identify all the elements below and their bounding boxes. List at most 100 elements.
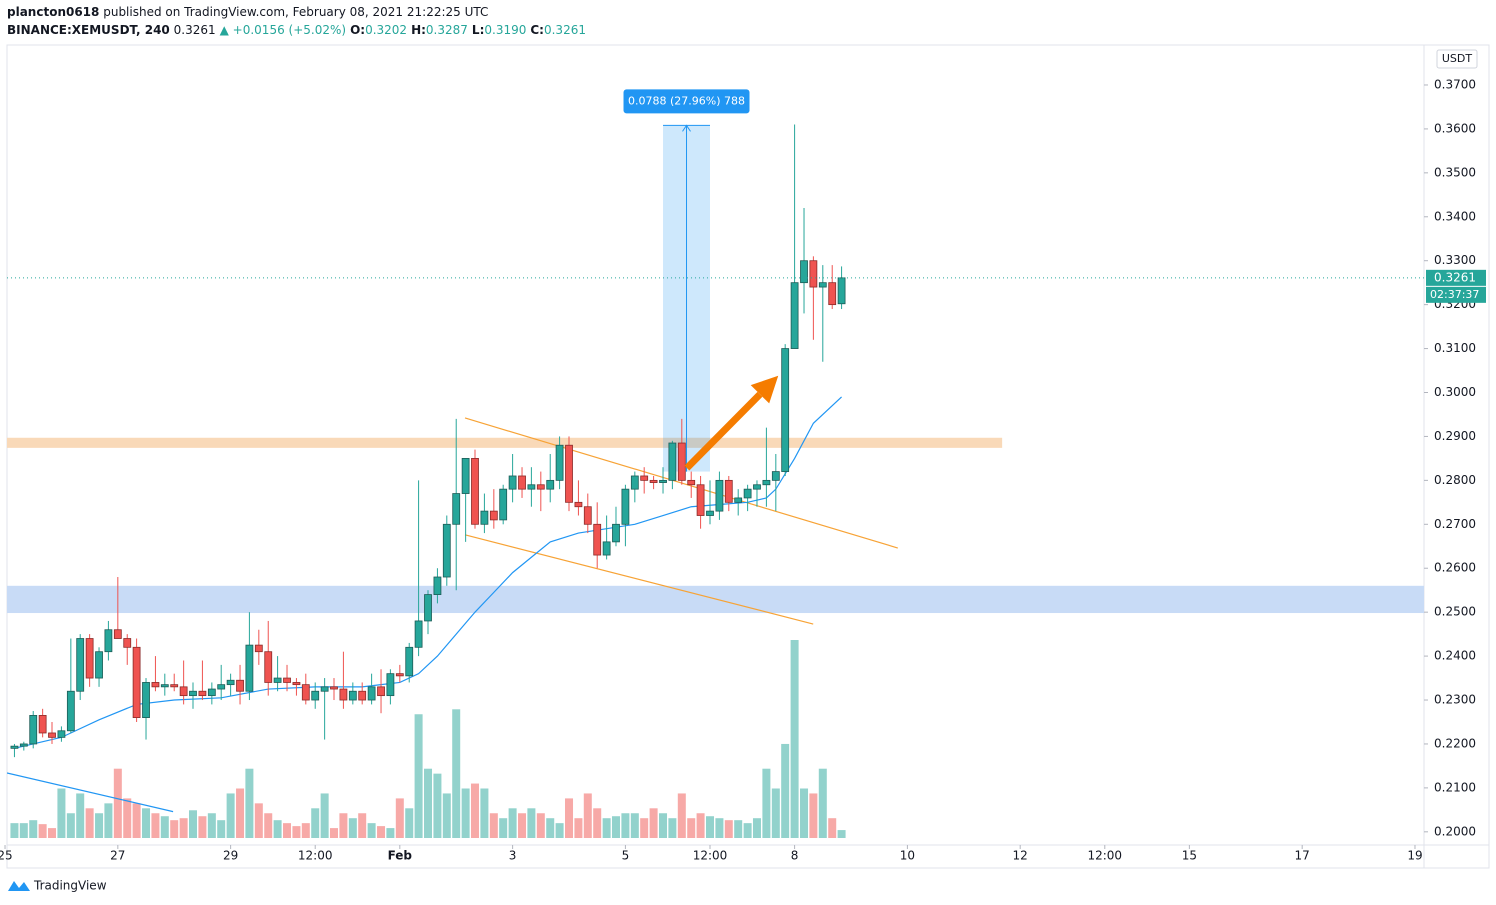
candle-body (790, 282, 799, 349)
volume-bar (160, 816, 169, 838)
y-tick-label: 0.2100 (1434, 780, 1476, 794)
volume-bar (85, 808, 94, 838)
published: published on TradingView.com, February 0… (103, 5, 489, 19)
candle-body (706, 510, 714, 516)
volume-bar (668, 818, 677, 838)
candle-body (518, 475, 526, 490)
volume-bar (790, 640, 799, 838)
volume-bar (358, 813, 367, 838)
volume-bar (339, 813, 348, 838)
x-tick-label: 15 (1182, 849, 1197, 863)
volume-bar (433, 773, 442, 838)
volume-bar (48, 828, 57, 838)
volume-bar (123, 798, 132, 838)
measure-arrowhead (682, 124, 691, 132)
symbol: BINANCE:XEMUSDT, 240 (7, 23, 170, 37)
candle-body (358, 690, 367, 701)
x-tick-label: 19 (1407, 849, 1422, 863)
x-tick-label: 12:00 (1087, 849, 1122, 863)
volume-bar (226, 793, 235, 838)
volume-bar (621, 813, 630, 838)
plot: 0.0788 (27.96%) 788 (7, 89, 1424, 838)
volume-bar (367, 823, 376, 838)
candle-body (311, 690, 320, 701)
volume-bar (546, 818, 555, 838)
candle-body (565, 444, 573, 503)
candle-body (264, 651, 273, 683)
volume-bar (179, 818, 188, 838)
volume-bar (329, 828, 338, 838)
volume-bar (348, 818, 357, 838)
volume-bar (809, 793, 818, 838)
header-line1: plancton0618 published on TradingView.co… (7, 3, 590, 21)
candle-body (104, 629, 113, 653)
l-label: L: (471, 23, 485, 37)
volume-bar (518, 813, 527, 838)
currency: USDT (1442, 52, 1473, 65)
candle-body (828, 282, 837, 306)
candle-body (687, 479, 696, 486)
candle-body (677, 442, 686, 481)
candle-body (405, 646, 414, 677)
y-tick-label: 0.3700 (1434, 77, 1476, 91)
candle-body (132, 646, 141, 718)
volume-bar (113, 768, 122, 838)
trendline (7, 772, 174, 813)
volume-bar (283, 823, 292, 838)
x-tick-label: 3 (509, 849, 517, 863)
volume-bar (480, 788, 489, 838)
candle-body (339, 688, 348, 701)
volume-bar (649, 808, 658, 838)
x-tick-label: 12:00 (298, 849, 333, 863)
candle-body (640, 475, 649, 481)
volume-bar (386, 828, 395, 838)
volume-bar (828, 818, 837, 838)
y-tick-label: 0.2400 (1434, 649, 1476, 663)
c: 0.3261 (543, 23, 586, 37)
candle-body (649, 479, 658, 483)
volume-bar (565, 798, 574, 838)
last: 0.3261 (173, 23, 216, 37)
volume-bar (207, 813, 216, 838)
volume-bar (405, 808, 414, 838)
y-tick-label: 0.2600 (1434, 561, 1476, 575)
x-tick-label: 10 (900, 849, 915, 863)
candle-body (800, 260, 808, 284)
volume-bar (414, 714, 423, 838)
candle-body (837, 277, 846, 305)
logo: TradingView (8, 879, 107, 893)
candle-body (189, 690, 197, 697)
arrow-shaft (684, 391, 763, 471)
author: plancton0618 (7, 5, 100, 19)
candle-body (320, 686, 329, 692)
volume-bar (104, 803, 113, 838)
candle-body (29, 715, 38, 745)
volume-bar (19, 823, 28, 838)
x-tick-label: Feb (388, 849, 413, 863)
candle-body (781, 348, 790, 472)
last-price-label: 0.3261 (1434, 270, 1476, 284)
y-tick-label: 0.3100 (1434, 341, 1476, 355)
candle-body (461, 457, 470, 494)
candle-body (76, 638, 85, 692)
volume-bar (771, 788, 780, 838)
o-label: O: (350, 23, 366, 37)
countdown: 02:37:37 (1430, 288, 1479, 301)
y-tick-label: 0.2700 (1434, 517, 1476, 531)
currency-box (1436, 49, 1478, 69)
volume-bar (677, 793, 686, 838)
candle-body (414, 620, 423, 648)
y-tick-label: 0.2900 (1434, 429, 1476, 443)
volume-bar (38, 824, 47, 838)
l: 0.3190 (484, 23, 527, 37)
candle-body (292, 682, 301, 686)
volume-bar (640, 818, 649, 838)
candle-body (724, 479, 733, 503)
candle-body (762, 479, 771, 486)
candle-body (19, 743, 28, 747)
volume-bar (254, 803, 263, 838)
candle-body (330, 686, 338, 690)
volume-bar (734, 820, 743, 838)
candle-body (612, 523, 620, 543)
candle-body (123, 638, 132, 648)
